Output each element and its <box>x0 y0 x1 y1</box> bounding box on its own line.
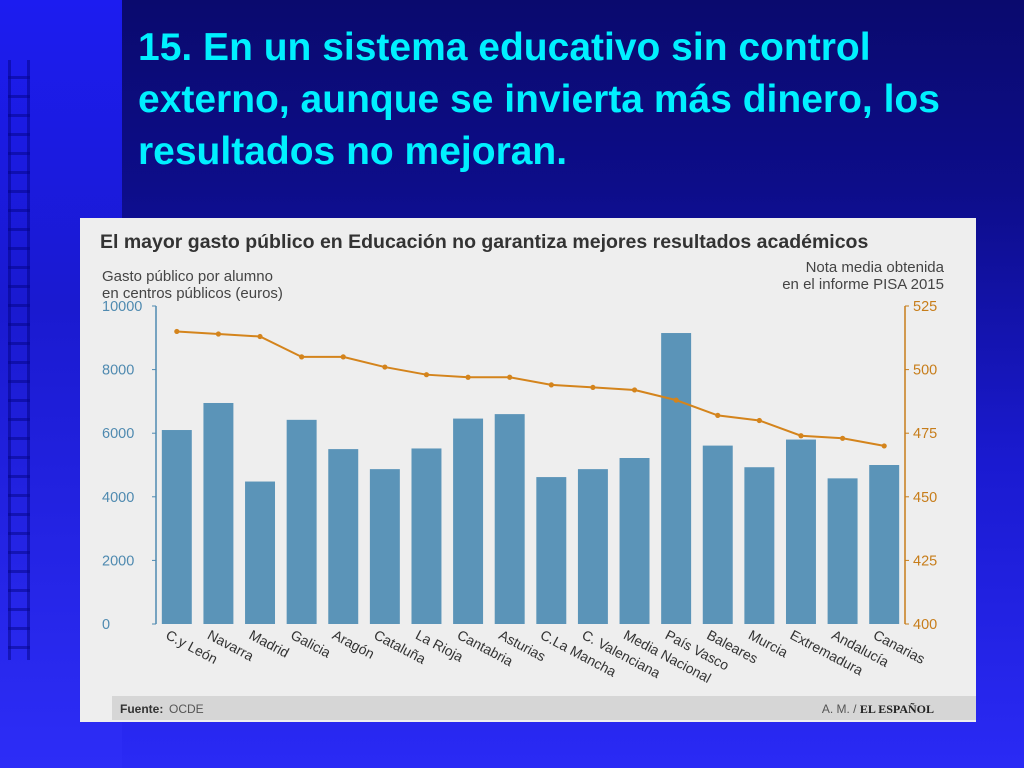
bar-5 <box>369 469 400 624</box>
pisa-point-13 <box>715 412 721 418</box>
pisa-score-line <box>176 330 885 447</box>
pisa-point-11 <box>631 387 638 393</box>
credit: A. M. / EL ESPAÑOL <box>822 702 934 717</box>
bar-9 <box>536 477 567 624</box>
source-label: Fuente: <box>120 702 164 716</box>
left-tick-label-2: 4000 <box>102 490 134 506</box>
pisa-point-15 <box>798 433 804 439</box>
pisa-point-3 <box>299 354 305 360</box>
bar-0 <box>161 430 192 624</box>
left-tick-label-0: 0 <box>102 617 110 633</box>
left-axis-label-line2: en centros públicos (euros) <box>102 285 283 302</box>
bar-1 <box>203 402 234 624</box>
chart-title: El mayor gasto público en Educación no g… <box>100 231 868 253</box>
pisa-point-12 <box>673 397 679 403</box>
pisa-point-5 <box>382 364 388 370</box>
right-tick-label-5: 525 <box>913 299 937 315</box>
pisa-point-0 <box>174 328 180 335</box>
left-tick-label-4: 8000 <box>102 363 134 379</box>
pisa-point-17 <box>881 443 887 449</box>
bar-4 <box>328 449 359 624</box>
credit-author: A. M. / <box>821 702 857 716</box>
bar-10 <box>577 469 608 624</box>
right-axis-label-line2: en el informe PISA 2015 <box>782 276 944 293</box>
pisa-point-2 <box>257 333 263 340</box>
bar-15 <box>785 439 816 624</box>
bar-16 <box>827 478 858 624</box>
chart-panel: El mayor gasto público en Educación no g… <box>80 218 976 722</box>
left-tick-label-5: 10000 <box>102 299 142 315</box>
bar-11 <box>619 458 650 624</box>
right-tick-label-1: 425 <box>913 553 937 569</box>
source-value: OCDE <box>169 702 204 716</box>
left-tick-label-3: 6000 <box>102 426 134 442</box>
pisa-point-8 <box>507 374 513 380</box>
left-axis-label-line1: Gasto público por alumno <box>102 268 273 285</box>
bar-8 <box>494 414 525 624</box>
pisa-point-1 <box>215 331 222 337</box>
plot-area: 0 2000 4000 6000 8000 10000 400 425 450 475 500 525… <box>102 299 937 686</box>
pisa-point-7 <box>465 374 471 380</box>
combo-chart: El mayor gasto público en Educación no g… <box>100 231 945 686</box>
pisa-point-9 <box>548 382 554 388</box>
left-tick-label-1: 2000 <box>102 553 134 569</box>
bar-2 <box>245 481 276 624</box>
right-tick-label-0: 400 <box>913 617 937 633</box>
right-axis-label-line1: Nota media obtenida <box>806 259 945 276</box>
bar-12 <box>661 333 692 624</box>
pisa-point-14 <box>756 417 762 424</box>
slide-title: 15. En un sistema educativo sin control … <box>138 26 940 173</box>
decorative-grid <box>8 60 30 660</box>
bar-17 <box>869 465 900 624</box>
x-tick-label-3: Galicia <box>288 627 333 661</box>
credit-brand: EL ESPAÑOL <box>859 702 934 716</box>
bar-3 <box>286 419 317 624</box>
source-bar: Fuente: OCDE A. M. / EL ESPAÑOL <box>112 696 976 720</box>
bar-6 <box>411 448 442 624</box>
bar-13 <box>702 445 733 624</box>
right-tick-label-2: 450 <box>913 490 937 506</box>
pisa-point-10 <box>590 384 596 391</box>
bar-14 <box>744 467 775 624</box>
pisa-point-16 <box>839 435 846 441</box>
pisa-point-4 <box>340 354 346 360</box>
bar-7 <box>453 418 484 624</box>
x-tick-label-4: Aragón <box>330 627 377 662</box>
pisa-point-6 <box>423 372 430 378</box>
right-tick-label-4: 500 <box>913 363 937 379</box>
right-tick-label-3: 475 <box>913 426 937 442</box>
